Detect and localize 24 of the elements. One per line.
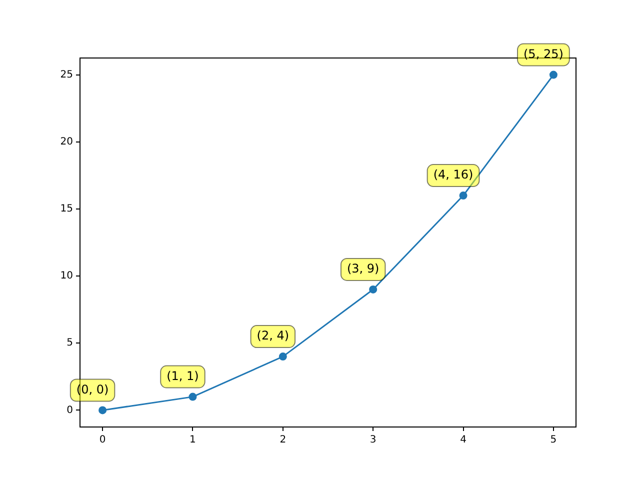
x-tick-label: 3	[370, 434, 376, 446]
x-tick-label: 2	[280, 434, 286, 446]
point	[278, 352, 287, 361]
data-label: (2, 4)	[256, 328, 290, 343]
x-tick-label: 4	[460, 434, 466, 446]
y-tick-label: 15	[60, 204, 73, 215]
data-label: (0, 0)	[76, 382, 109, 396]
x-tick-label: 0	[99, 434, 106, 446]
y-tick-label: 0	[66, 404, 73, 416]
data-label: (4, 16)	[433, 168, 474, 182]
y-tick-label: 20	[60, 136, 73, 148]
x-tick-label: 1	[190, 434, 196, 446]
data-label: (3, 9)	[346, 262, 380, 276]
point	[98, 406, 107, 414]
point	[369, 285, 378, 294]
y-tick-label: 5	[66, 338, 73, 349]
point	[459, 192, 468, 200]
point	[188, 392, 197, 401]
data-label: (1, 1)	[166, 368, 199, 383]
data-label: (5, 25)	[524, 46, 564, 61]
point	[549, 70, 558, 79]
x-tick-label: 5	[550, 434, 557, 446]
y-tick-label: 10	[60, 270, 73, 282]
y-tick-label: 25	[60, 69, 73, 80]
